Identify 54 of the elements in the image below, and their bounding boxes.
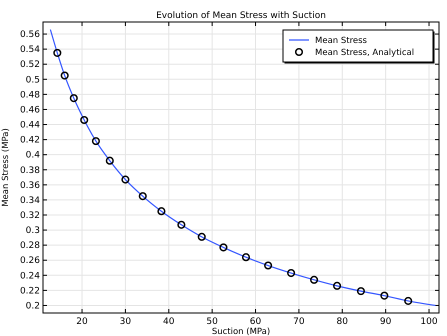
legend-label: Mean Stress, Analytical [315, 48, 414, 58]
x-axis-title: Suction (MPa) [212, 327, 270, 336]
y-tick-label: 0.3 [26, 226, 40, 236]
point [157, 207, 166, 216]
point [53, 48, 62, 57]
point [138, 192, 147, 200]
point [70, 94, 78, 102]
point [121, 176, 130, 184]
point [219, 243, 228, 252]
x-tick-label: 100 [420, 317, 438, 327]
legend-label: Mean Stress [315, 36, 368, 46]
x-tick-label: 50 [206, 317, 218, 327]
y-tick-label: 0.4 [26, 150, 40, 161]
y-tick-label: 0.42 [20, 136, 40, 146]
y-tick-label: 0.34 [20, 196, 40, 206]
x-tick-label: 20 [76, 317, 88, 327]
y-tick-label: 0.46 [20, 105, 40, 116]
y-tick-label: 0.52 [20, 60, 40, 70]
x-tick-label: 40 [163, 317, 175, 327]
point [242, 253, 250, 262]
point [404, 296, 412, 305]
point [356, 287, 365, 296]
y-tick-label: 0.26 [20, 256, 40, 266]
y-tick-label: 0.5 [26, 75, 40, 86]
y-tick-label: 0.38 [20, 166, 40, 176]
point [177, 220, 186, 229]
y-tick-label: 0.56 [20, 30, 40, 40]
x-tick-label: 30 [120, 317, 132, 327]
y-tick-label: 0.36 [20, 180, 40, 191]
y-tick-label: 0.22 [20, 286, 40, 296]
point [380, 292, 388, 300]
x-tick-label: 60 [250, 317, 262, 327]
point [310, 276, 318, 284]
y-tick-label: 0.54 [20, 45, 40, 56]
chart-title: Evolution of Mean Stress with Suction [156, 11, 326, 21]
x-tick-label: 90 [380, 317, 392, 327]
y-tick-label: 0.44 [20, 120, 40, 131]
point [80, 116, 88, 124]
y-tick-label: 0.32 [20, 210, 40, 221]
x-tick-label: 70 [293, 317, 305, 327]
point [333, 282, 342, 290]
y-tick-label: 0.24 [20, 271, 40, 282]
point [92, 137, 100, 146]
y-axis-title: Mean Stress (MPa) [1, 128, 11, 207]
y-tick-label: 0.48 [20, 90, 40, 100]
point [60, 71, 69, 80]
line-series [50, 28, 436, 306]
point [198, 232, 206, 241]
y-tick-label: 0.2 [26, 301, 40, 312]
y-tick-label: 0.28 [20, 241, 40, 252]
point [264, 261, 272, 270]
point [287, 268, 296, 278]
point [106, 156, 114, 165]
x-tick-label: 80 [336, 317, 348, 327]
